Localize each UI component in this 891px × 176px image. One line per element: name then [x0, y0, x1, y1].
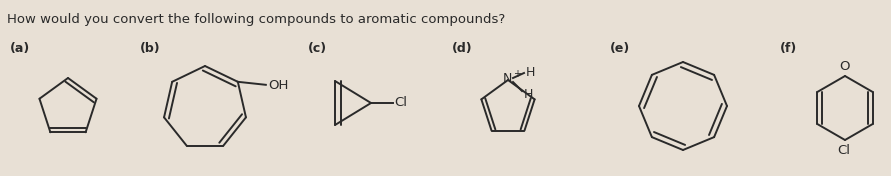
Text: H: H	[524, 87, 534, 100]
Text: (b): (b)	[140, 42, 160, 55]
Text: How would you convert the following compounds to aromatic compounds?: How would you convert the following comp…	[7, 13, 505, 26]
Text: (e): (e)	[610, 42, 630, 55]
Text: OH: OH	[268, 79, 288, 92]
Text: Cl: Cl	[838, 144, 851, 158]
Text: (a): (a)	[10, 42, 30, 55]
Text: Cl: Cl	[394, 96, 407, 109]
Text: +: +	[513, 69, 521, 79]
Text: N: N	[503, 73, 511, 86]
Text: (d): (d)	[452, 42, 472, 55]
Text: H: H	[526, 65, 535, 78]
Text: (c): (c)	[308, 42, 327, 55]
Text: O: O	[838, 59, 849, 73]
Text: (f): (f)	[780, 42, 797, 55]
